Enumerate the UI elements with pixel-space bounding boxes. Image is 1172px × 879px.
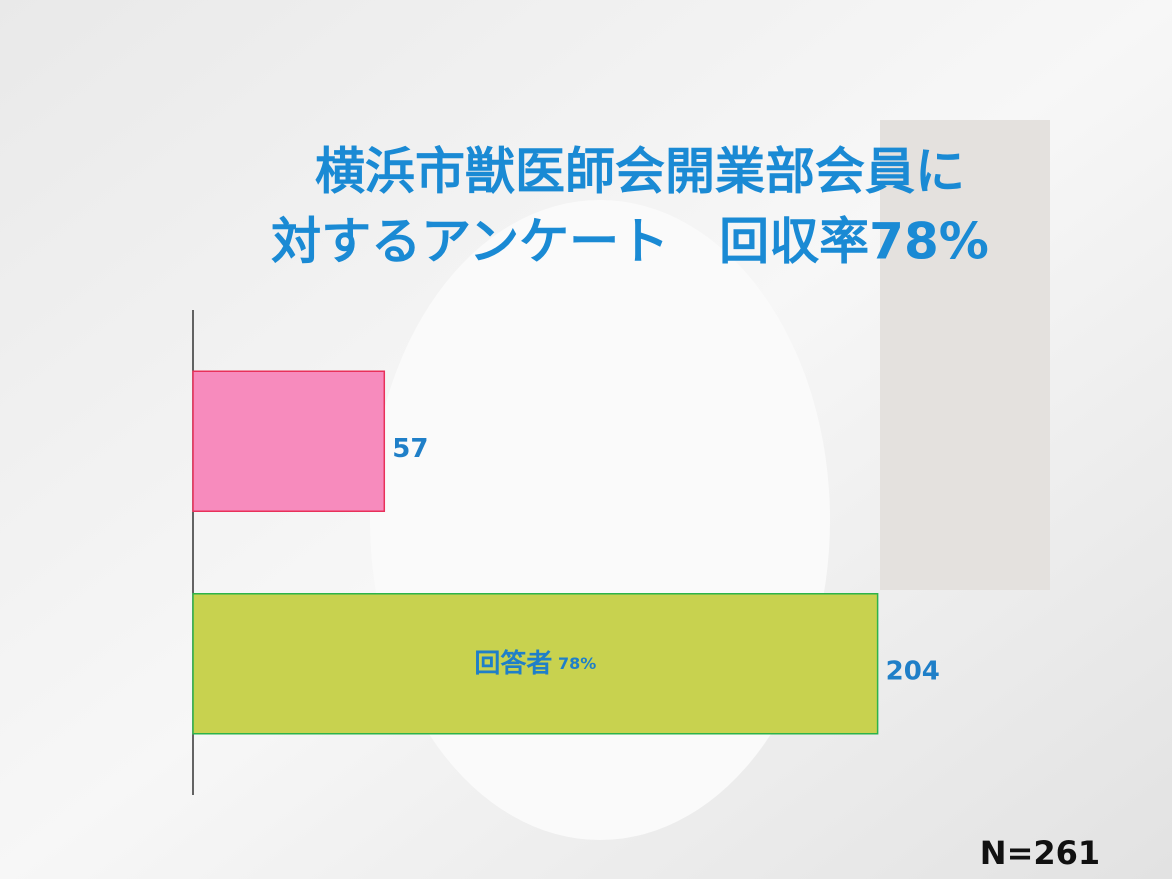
bar [193, 371, 384, 511]
value-label: 57 [392, 434, 428, 464]
note: N=261 [980, 834, 1100, 872]
chart-title: 対するアンケート 回収率78% [271, 213, 989, 271]
page: 横浜市獣医師会開業部会員に 対するアンケート 回収率78% N=261 57 20… [0, 0, 1172, 879]
value-label: 204 [886, 656, 940, 686]
chart: 横浜市獣医師会開業部会員に 対するアンケート 回収率78% N=261 57 20… [0, 0, 1172, 879]
inner-label-name: 回答者 [474, 647, 552, 678]
chart-title: 横浜市獣医師会開業部会員に [315, 143, 965, 201]
inner-label-share: 78% [558, 653, 596, 672]
background-shape [370, 200, 830, 840]
